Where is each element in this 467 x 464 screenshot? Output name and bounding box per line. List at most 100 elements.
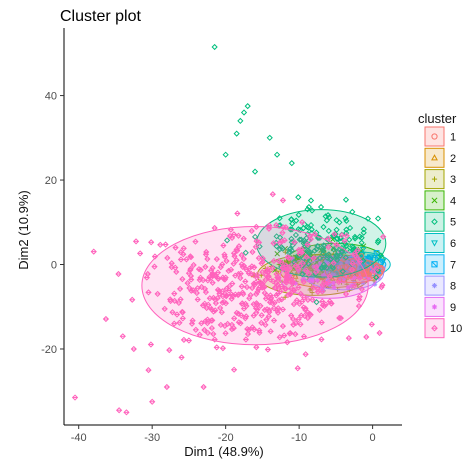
data-point [248,227,255,235]
data-point [355,302,363,310]
data-point [183,256,190,263]
data-point [221,322,228,329]
legend-label: 4 [450,195,456,207]
data-point [180,336,188,343]
legend-item-5: 5 [424,211,456,232]
data-point [331,231,338,238]
plot-area [71,43,391,416]
data-point [306,232,314,240]
data-point [230,325,237,332]
legend-item-4: 4 [424,190,456,211]
data-point [342,290,350,298]
data-point [145,366,152,374]
data-point [329,232,337,239]
data-point [338,232,345,239]
data-point [243,283,251,291]
data-point [330,259,337,266]
data-point [349,266,356,273]
data-point [356,274,363,282]
data-point [323,217,330,224]
data-point [214,286,222,293]
data-point [316,234,323,241]
data-point [211,224,218,232]
legend-symbol [431,133,438,140]
data-point [377,252,385,259]
data-point [304,241,311,248]
legend-label: 5 [450,217,456,229]
data-point [230,250,238,257]
data-point [223,237,231,244]
data-point [233,309,240,317]
data-point [171,290,178,297]
data-point [249,248,256,256]
data-point [325,279,332,286]
data-point [233,130,240,137]
data-point [205,301,212,308]
data-point [253,344,260,351]
data-point [292,262,299,269]
data-point [345,335,352,342]
data-point [300,333,308,340]
data-point [293,297,300,304]
data-point [168,263,175,271]
legend: cluster 1 2 3 4 5 6 7 8 9 10 [418,111,462,339]
data-point [279,197,287,204]
data-point [338,248,345,255]
data-point [263,292,270,299]
data-point [211,272,218,279]
data-point [311,247,318,254]
data-point [279,323,287,330]
data-point [262,321,269,328]
data-point [265,313,272,320]
data-point [319,288,326,295]
data-point [312,269,320,276]
data-point [176,285,184,292]
data-point [360,257,367,264]
y-tick-label: 20 [45,175,57,187]
data-point [295,284,302,291]
data-point [202,263,209,270]
legend-label: 8 [450,281,456,293]
legend-item-6: 6 [424,233,456,253]
data-point [258,284,266,291]
data-point [320,223,327,231]
data-point [273,151,281,158]
data-point [115,270,122,278]
data-point [249,284,256,292]
data-point [217,304,224,312]
data-point [302,351,309,358]
data-point [237,117,244,125]
data-point [230,366,238,373]
data-point [237,274,244,282]
data-point [271,299,278,306]
data-point [351,250,358,257]
data-point [177,249,184,256]
data-point [376,329,383,337]
data-point [342,196,350,203]
data-point [214,269,222,276]
data-point [373,274,380,281]
data-point [275,258,283,265]
data-point [284,339,291,346]
legend-key [424,126,445,147]
data-point [302,305,309,312]
data-point [359,251,366,258]
data-point [356,293,363,300]
data-point [256,329,263,336]
data-point [295,211,302,218]
data-point [295,226,302,233]
data-point [185,337,193,344]
data-point [251,264,258,271]
data-point [356,233,363,240]
data-point [331,284,337,290]
y-tick-label: -20 [41,344,57,356]
data-point [266,134,273,141]
data-point [208,324,216,332]
data-point [192,238,199,245]
data-point [230,231,238,238]
data-point [223,257,230,265]
data-point [235,232,242,239]
data-point [269,264,276,272]
data-point [339,248,346,255]
